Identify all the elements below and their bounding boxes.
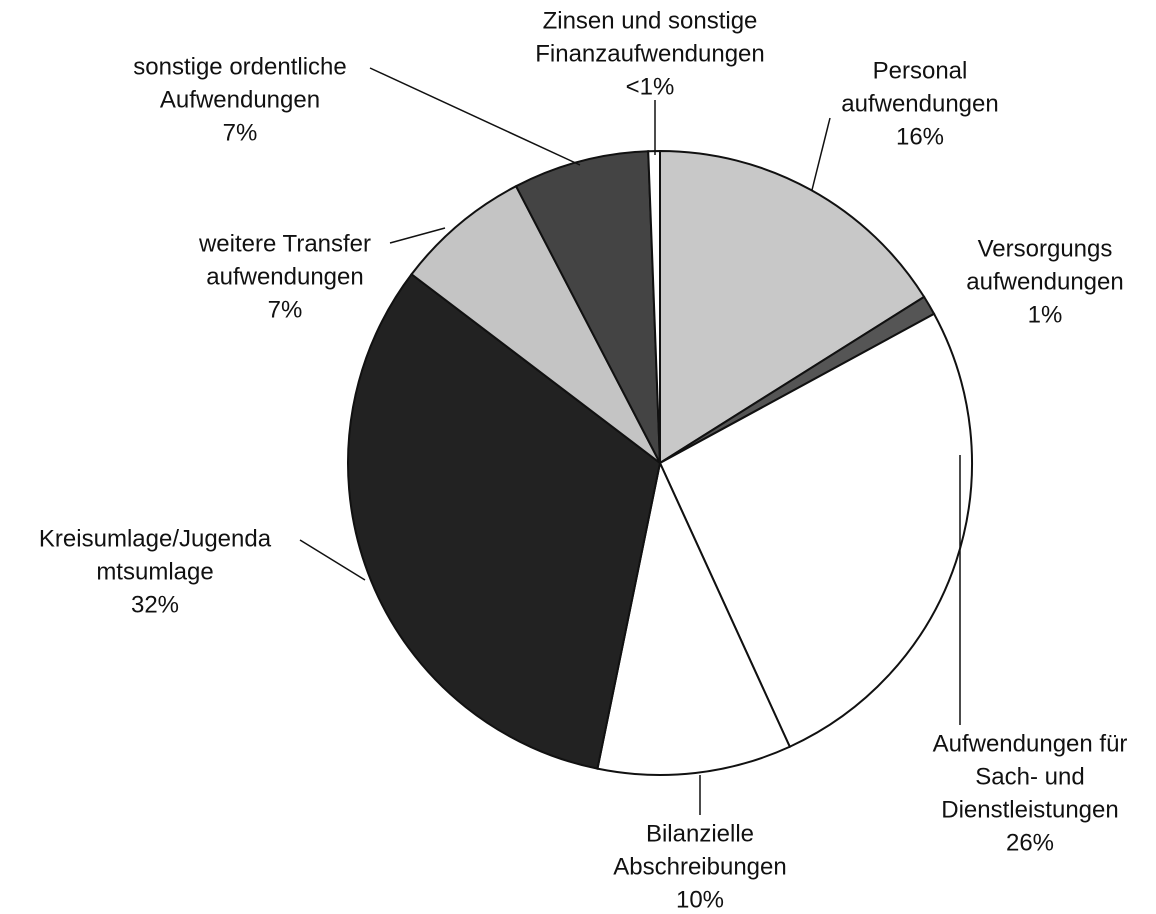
pie-slice (659, 149, 926, 465)
slice-label: Sach- und (975, 763, 1084, 790)
labels: Personal aufwendungen 16% Versorgungs aufwen… (39, 7, 1127, 913)
slice-label: Bilanzielle (646, 820, 754, 847)
value-label: 7% (223, 119, 258, 146)
value-label: 10% (676, 886, 724, 913)
slice-label: Abschreibungen (613, 853, 786, 880)
slice-label: Finanzaufwendungen (535, 40, 765, 67)
slice-label: aufwendungen (206, 263, 363, 290)
slice-label: Versorgungs (978, 235, 1113, 262)
leader-line (811, 117, 831, 191)
slice-label: Kreisumlage/Jugenda (39, 525, 272, 552)
pie-slice (347, 272, 662, 770)
slice-label: mtsumlage (96, 558, 213, 585)
value-label: 1% (1028, 301, 1063, 328)
slice-label: Personal (873, 57, 968, 84)
pie-slice (514, 150, 661, 464)
pie (347, 149, 973, 776)
slice-label: Aufwendungen (160, 86, 320, 113)
pie-slice (647, 149, 661, 464)
slice-label: Zinsen und sonstige (543, 7, 758, 34)
slice-label: aufwendungen (966, 268, 1123, 295)
leader-line (369, 67, 581, 166)
slice-label: Aufwendungen für (933, 730, 1128, 757)
slice-label: Dienstleistungen (941, 796, 1118, 823)
leader-lines (299, 67, 961, 815)
value-label: 32% (131, 591, 179, 618)
value-label: 16% (896, 123, 944, 150)
pie-slice (596, 459, 792, 776)
pie-slice (658, 312, 973, 749)
leader-line (389, 227, 446, 244)
slice-label: sonstige ordentliche (133, 53, 346, 80)
pie-slice (410, 184, 661, 464)
slice-label: aufwendungen (841, 90, 998, 117)
slice-label: weitere Transfer (198, 230, 371, 257)
value-label: 26% (1006, 829, 1054, 856)
leader-line (299, 539, 366, 581)
value-label: <1% (626, 73, 675, 100)
value-label: 7% (268, 296, 303, 323)
